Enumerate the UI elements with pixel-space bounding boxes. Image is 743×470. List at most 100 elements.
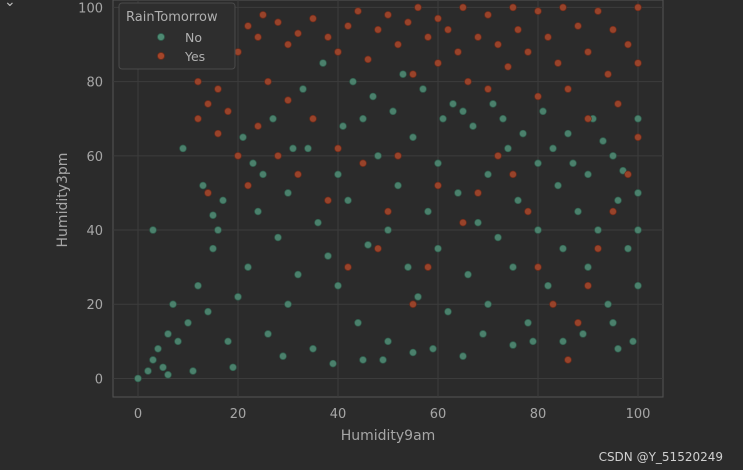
data-point-yes <box>394 152 402 160</box>
data-point-no <box>329 359 337 368</box>
data-point-yes <box>474 33 482 41</box>
data-point-no <box>489 100 497 108</box>
data-point-no <box>519 129 527 138</box>
data-point-no <box>379 356 387 364</box>
data-point-yes <box>294 170 302 179</box>
data-point-yes <box>624 170 632 179</box>
data-point-no <box>409 133 417 142</box>
data-point-yes <box>514 25 522 34</box>
y-tick-label: 40 <box>86 224 103 239</box>
data-point-no <box>344 196 352 205</box>
data-point-no <box>499 114 507 123</box>
data-point-no <box>334 170 342 179</box>
data-point-no <box>389 107 397 116</box>
data-point-no <box>434 159 442 168</box>
x-axis-label: Humidity9am <box>341 428 436 444</box>
data-point-yes <box>234 48 242 56</box>
data-point-no <box>574 207 582 216</box>
data-point-no <box>569 159 577 168</box>
data-point-no <box>634 281 642 290</box>
data-point-yes <box>634 59 642 67</box>
data-point-no <box>494 233 502 242</box>
data-point-yes <box>384 11 392 19</box>
data-point-yes <box>294 29 302 38</box>
data-point-yes <box>359 159 367 168</box>
data-point-no <box>374 152 382 160</box>
data-point-yes <box>309 14 317 23</box>
data-point-no <box>339 122 347 130</box>
data-point-yes <box>374 25 382 34</box>
data-point-no <box>429 345 437 353</box>
data-point-yes <box>254 33 262 41</box>
data-point-no <box>634 114 642 123</box>
data-point-no <box>554 181 562 190</box>
data-point-yes <box>509 3 517 12</box>
data-point-no <box>184 319 192 327</box>
y-tick-label: 80 <box>86 76 103 91</box>
data-point-no <box>504 144 512 153</box>
data-point-no <box>414 293 422 301</box>
data-point-yes <box>354 7 362 15</box>
data-point-no <box>289 144 297 153</box>
data-point-no <box>619 166 627 175</box>
data-point-yes <box>254 122 262 130</box>
data-point-no <box>534 226 542 234</box>
data-point-yes <box>234 152 242 160</box>
data-point-yes <box>224 107 232 116</box>
data-point-no <box>354 319 362 327</box>
data-point-no <box>464 270 472 279</box>
data-point-yes <box>309 114 317 123</box>
data-point-yes <box>494 152 502 160</box>
data-point-no <box>199 181 207 190</box>
data-point-yes <box>609 207 617 216</box>
data-point-no <box>294 270 302 279</box>
data-point-no <box>359 114 367 123</box>
data-point-yes <box>484 11 492 19</box>
data-point-no <box>634 226 642 234</box>
data-point-no <box>284 189 292 197</box>
data-point-no <box>509 263 517 271</box>
data-point-no <box>614 196 622 205</box>
data-point-yes <box>509 170 517 179</box>
data-point-no <box>584 170 592 179</box>
data-point-no <box>449 100 457 108</box>
data-point-yes <box>214 129 222 138</box>
data-point-yes <box>584 48 592 56</box>
data-point-yes <box>584 281 592 290</box>
data-point-no <box>559 337 567 346</box>
data-point-no <box>164 330 172 338</box>
data-point-yes <box>394 40 402 49</box>
data-point-yes <box>459 218 467 227</box>
data-point-yes <box>604 70 612 78</box>
data-point-yes <box>404 18 412 27</box>
data-point-yes <box>614 100 622 108</box>
x-tick-label: 0 <box>134 407 142 422</box>
data-point-yes <box>434 181 442 190</box>
data-point-no <box>384 226 392 234</box>
data-point-no <box>584 263 592 271</box>
chevron-down-icon: ⌄ <box>4 0 16 10</box>
data-point-no <box>409 348 417 357</box>
data-point-no <box>459 107 467 116</box>
watermark: CSDN @Y_51520249 <box>598 450 723 464</box>
data-point-no <box>509 341 517 349</box>
data-point-no <box>219 196 227 205</box>
data-point-yes <box>424 263 432 271</box>
data-point-yes <box>484 85 492 93</box>
data-point-yes <box>264 77 272 86</box>
data-point-yes <box>409 70 417 78</box>
data-point-yes <box>344 263 352 271</box>
tick-labels: 0 20 40 60 80 100 0 20 40 60 80 100 <box>78 1 650 422</box>
data-point-yes <box>344 22 352 30</box>
data-point-no <box>224 337 232 346</box>
data-point-no <box>209 211 217 219</box>
data-point-yes <box>194 114 202 123</box>
legend-title: RainTomorrow <box>126 10 218 25</box>
data-point-no <box>169 300 177 308</box>
data-point-no <box>314 218 322 227</box>
data-point-yes <box>324 33 332 41</box>
data-point-no <box>174 337 182 346</box>
legend-box <box>118 2 236 70</box>
data-point-no <box>394 181 402 190</box>
x-tick-label: 80 <box>530 407 547 422</box>
